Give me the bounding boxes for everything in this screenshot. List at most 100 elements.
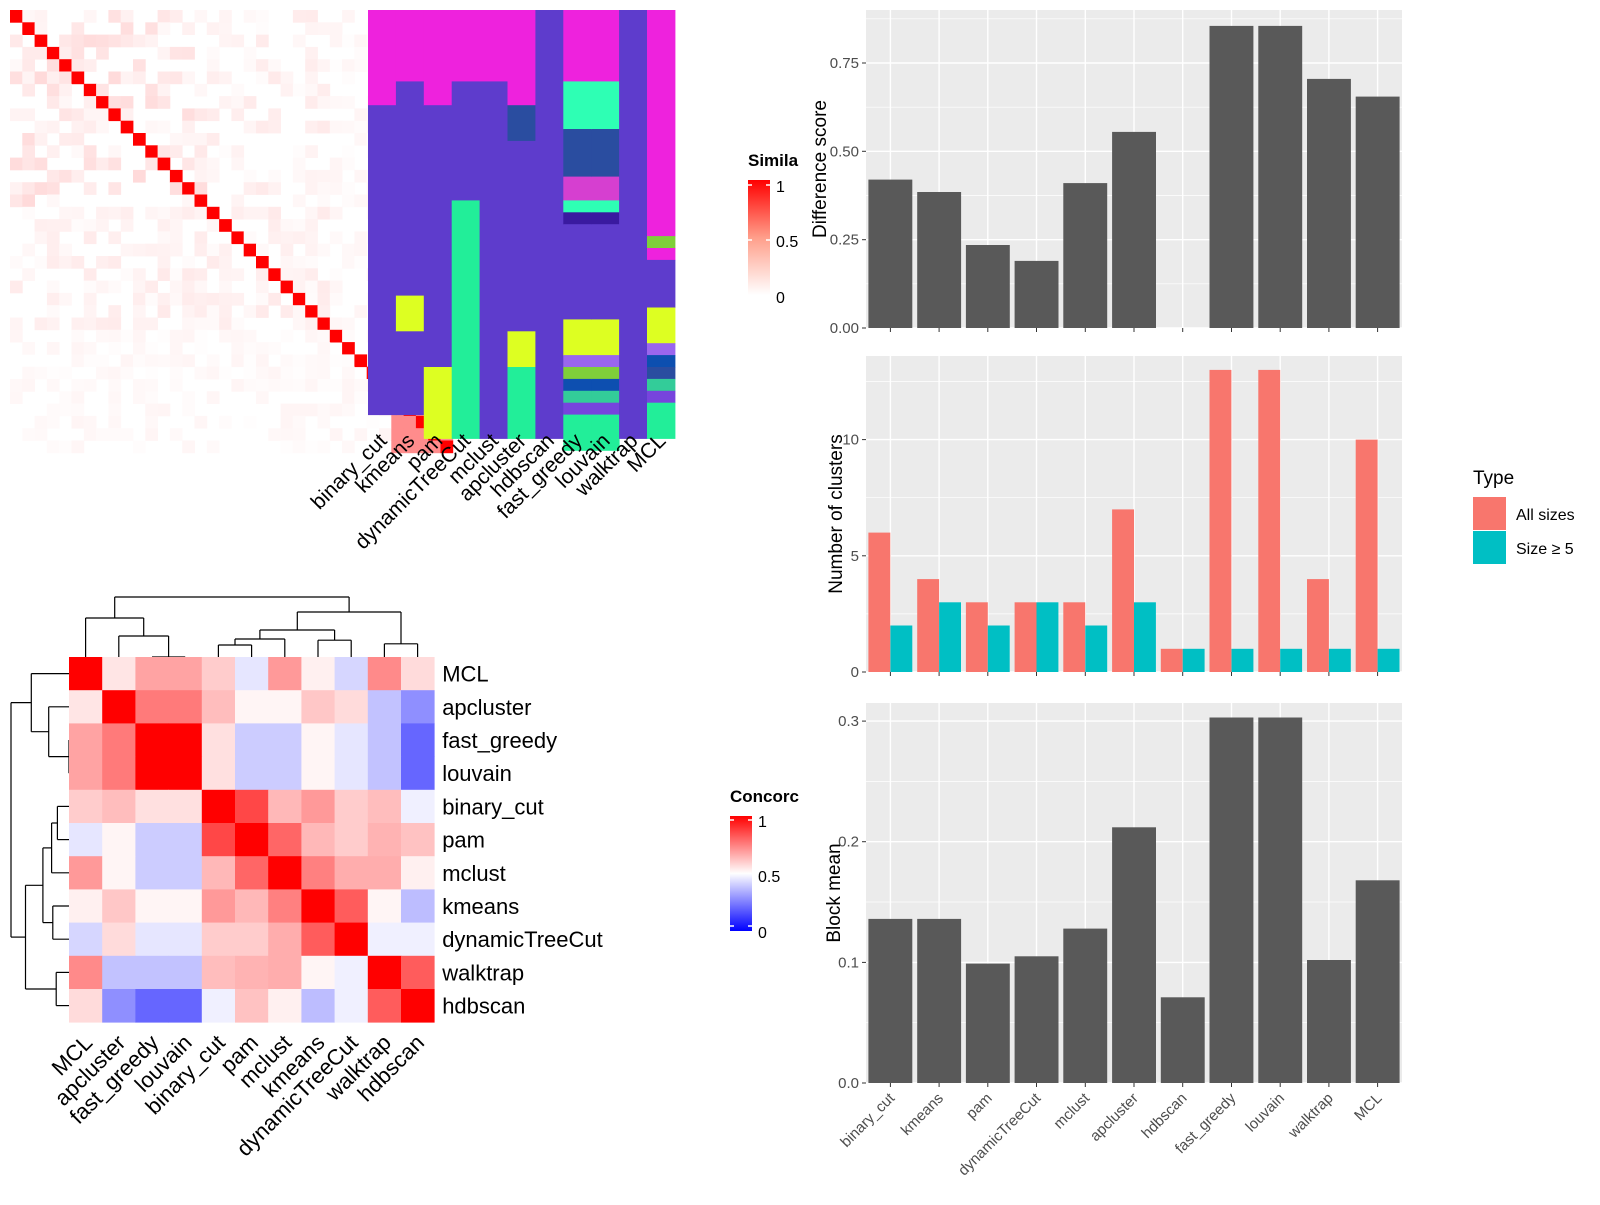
concordance-legend-colorbar bbox=[730, 816, 752, 931]
similarity-cell bbox=[108, 71, 122, 85]
similarity-cell bbox=[96, 108, 109, 122]
similarity-cell bbox=[83, 34, 97, 48]
similarity-cell bbox=[194, 157, 208, 171]
similarity-cell bbox=[256, 34, 269, 48]
concordance-cell bbox=[401, 823, 435, 857]
similarity-cell bbox=[145, 120, 158, 134]
similarity-cell bbox=[329, 169, 343, 183]
similarity-cell bbox=[219, 305, 232, 318]
similarity-cell bbox=[120, 329, 134, 343]
similarity-cell bbox=[71, 34, 85, 48]
assignment-cell bbox=[647, 367, 676, 380]
concordance-cell bbox=[168, 690, 203, 724]
y-tick-label: 0.00 bbox=[830, 320, 859, 337]
assignment-cell bbox=[647, 259, 676, 308]
concordance-row-label: binary_cut bbox=[442, 794, 544, 819]
similarity-cell bbox=[22, 182, 35, 195]
similarity-cell bbox=[256, 280, 269, 294]
similarity-cell bbox=[71, 59, 85, 72]
similarity-cell bbox=[219, 366, 232, 380]
similarity-cell bbox=[157, 292, 171, 306]
similarity-cell bbox=[108, 415, 122, 429]
concordance-cell bbox=[201, 922, 236, 957]
similarity-cell bbox=[219, 71, 232, 85]
similarity-cell bbox=[342, 120, 355, 134]
concordance-row-label: dynamicTreeCut bbox=[442, 927, 603, 952]
concordance-cell bbox=[69, 989, 103, 1023]
similarity-cell bbox=[169, 379, 183, 392]
similarity-cell bbox=[243, 243, 257, 257]
bar-size-ge5 bbox=[1182, 648, 1205, 672]
similarity-cell bbox=[71, 317, 85, 331]
similarity-cell bbox=[10, 59, 23, 72]
similarity-cell bbox=[305, 231, 318, 245]
similarity-cell bbox=[305, 440, 318, 454]
similarity-cell bbox=[206, 206, 220, 220]
similarity-cell bbox=[22, 133, 35, 146]
concordance-cell bbox=[69, 922, 103, 957]
concordance-cell bbox=[367, 756, 402, 791]
similarity-cell bbox=[96, 219, 109, 232]
similarity-cell bbox=[71, 403, 85, 417]
similarity-cell bbox=[157, 71, 171, 85]
bar-size-ge5 bbox=[1036, 602, 1059, 672]
concordance-cell bbox=[235, 789, 269, 824]
similarity-cell bbox=[231, 379, 245, 392]
similarity-cell bbox=[169, 219, 183, 232]
similarity-cell bbox=[329, 96, 343, 109]
concordance-cell bbox=[135, 856, 169, 890]
similarity-cell bbox=[219, 10, 232, 23]
similarity-cell bbox=[182, 256, 195, 269]
similarity-cell bbox=[71, 256, 85, 269]
similarity-cell bbox=[317, 83, 331, 97]
similarity-cell bbox=[145, 415, 158, 429]
similarity-cell bbox=[206, 366, 220, 380]
similarity-cell bbox=[292, 34, 306, 48]
similarity-cell bbox=[256, 59, 269, 72]
similarity-cell bbox=[108, 329, 122, 343]
similarity-cell bbox=[268, 182, 281, 195]
similarity-cell bbox=[206, 108, 220, 122]
concordance-cell bbox=[235, 889, 269, 923]
concordance-cell bbox=[334, 657, 369, 691]
similarity-cell bbox=[96, 96, 109, 109]
concordance-cell bbox=[69, 856, 103, 890]
similarity-cell bbox=[34, 133, 48, 146]
similarity-cell bbox=[206, 243, 220, 257]
concordance-cell bbox=[102, 922, 136, 957]
similarity-cell bbox=[342, 59, 355, 72]
concordance-cell bbox=[268, 690, 302, 724]
concordance-cell bbox=[301, 955, 335, 990]
similarity-cell bbox=[329, 354, 343, 368]
similarity-cell bbox=[157, 256, 171, 269]
similarity-cell bbox=[329, 59, 343, 72]
similarity-cell bbox=[145, 366, 158, 380]
similarity-cell bbox=[46, 305, 60, 318]
similarity-cell bbox=[219, 292, 232, 306]
similarity-cell bbox=[354, 391, 368, 404]
bar bbox=[1307, 78, 1351, 329]
similarity-cell bbox=[305, 280, 318, 294]
similarity-cell bbox=[194, 182, 208, 195]
similarity-cell bbox=[342, 243, 355, 257]
similarity-cell bbox=[231, 194, 245, 208]
bar bbox=[1355, 96, 1400, 328]
similarity-cell bbox=[354, 46, 368, 60]
similarity-cell bbox=[120, 219, 134, 232]
similarity-cell bbox=[280, 379, 294, 392]
similarity-cell bbox=[71, 46, 85, 60]
similarity-cell bbox=[219, 96, 232, 109]
similarity-cell bbox=[120, 366, 134, 380]
similarity-cell bbox=[292, 415, 306, 429]
similarity-cell bbox=[305, 268, 318, 281]
similarity-cell bbox=[342, 10, 355, 23]
similarity-cell bbox=[206, 157, 220, 171]
similarity-cell bbox=[10, 317, 23, 331]
similarity-cell bbox=[292, 440, 306, 454]
x-tick-label: apcluster bbox=[1087, 1090, 1142, 1145]
similarity-cell bbox=[169, 71, 183, 85]
similarity-cell bbox=[96, 428, 109, 441]
similarity-cell bbox=[22, 10, 35, 23]
similarity-cell bbox=[22, 342, 35, 355]
assignment-cell bbox=[591, 176, 620, 201]
